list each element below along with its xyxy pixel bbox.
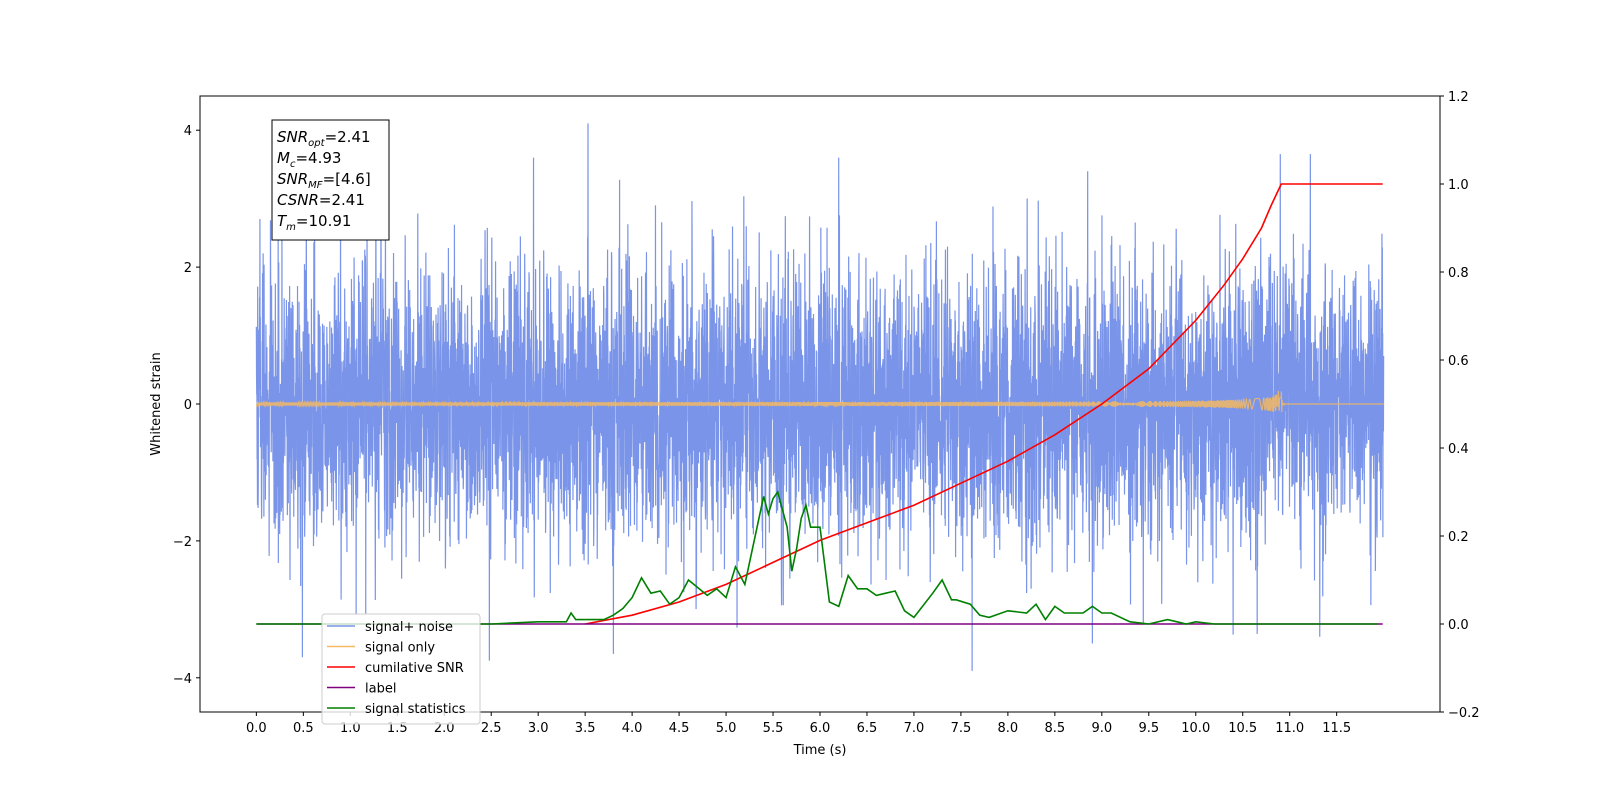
annotation-value: =4.93 (295, 149, 341, 167)
legend-label-label: label (365, 682, 396, 697)
y2-tick-label: 0.8 (1448, 266, 1469, 281)
x-tick-label: 7.0 (904, 721, 925, 736)
y-tick-label: −4 (173, 672, 192, 687)
annotation-subscript: opt (308, 138, 325, 149)
annotation-subscript: c (290, 159, 296, 170)
x-axis: 0.0 0.5 1.0 1.5 2.0 2.5 3.0 3.5 4.0 4.5 5.0 5.5 6.0 6… (246, 712, 1351, 736)
y-tick-label: 0 (184, 398, 192, 413)
series-signal-statistics-line (256, 490, 1378, 625)
annotation-value: =[4.6] (323, 170, 371, 188)
series-signal-only-line (255, 390, 1384, 413)
x-tick-label: 10.0 (1181, 721, 1210, 736)
x-tick-label: 6.5 (857, 721, 878, 736)
annotation-subscript: MF (308, 180, 323, 191)
annotation-line: CSNR=2.41 (277, 191, 365, 209)
x-tick-label: 3.5 (575, 721, 596, 736)
x-tick-label: 1.5 (387, 721, 408, 736)
annotation-value: =10.91 (296, 212, 352, 230)
y2-tick-label: 1.2 (1448, 90, 1469, 105)
annotation-symbol: SNR (277, 128, 308, 146)
annotation-subscript: m (286, 222, 296, 233)
y-tick-label: −2 (173, 535, 192, 550)
x-tick-label: 0.5 (293, 721, 314, 736)
annotation-value: =2.41 (325, 128, 371, 146)
x-tick-label: 8.0 (998, 721, 1019, 736)
y-axis: −4 −2 0 2 4 (173, 124, 200, 687)
x-tick-label: 10.5 (1228, 721, 1257, 736)
annotation-line: Mc=4.93 (277, 149, 341, 170)
y2-tick-label: −0.2 (1448, 706, 1480, 721)
x-tick-label: 4.0 (622, 721, 643, 736)
x-axis-label: Time (s) (793, 743, 847, 758)
x-tick-label: 5.5 (763, 721, 784, 736)
y2-tick-label: 0.6 (1448, 354, 1469, 369)
y2-axis: −0.2 0.0 0.2 0.4 0.6 0.8 1.0 1.2 (1440, 90, 1480, 721)
y2-tick-label: 1.0 (1448, 178, 1469, 193)
legend-label-cumilative-snr: cumilative SNR (365, 661, 464, 676)
series-cumilative-snr-line (585, 183, 1383, 625)
x-tick-label: 0.0 (246, 721, 267, 736)
x-tick-label: 7.5 (951, 721, 972, 736)
y2-tick-label: 0.4 (1448, 442, 1469, 457)
y2-tick-label: 0.0 (1448, 618, 1469, 633)
x-tick-label: 3.0 (528, 721, 549, 736)
annotation-value: =2.41 (319, 191, 365, 209)
x-tick-label: 9.5 (1138, 721, 1159, 736)
x-tick-label: 1.0 (340, 721, 361, 736)
x-tick-label: 9.0 (1091, 721, 1112, 736)
x-tick-label: 11.5 (1322, 721, 1351, 736)
x-tick-label: 8.5 (1045, 721, 1066, 736)
annotation-symbol: CSNR (277, 191, 319, 209)
annotation-line: Tm=10.91 (277, 212, 351, 233)
legend-label-signal-statistics: signal statistics (365, 702, 466, 717)
annotation-line: SNRopt=2.41 (277, 128, 371, 149)
x-tick-label: 2.5 (481, 721, 502, 736)
legend-label-signal-only: signal only (365, 641, 435, 656)
legend-label-signal-noise: signal+ noise (365, 620, 453, 635)
annotation-box: SNRopt=2.41Mc=4.93SNRMF=[4.6]CSNR=2.41Tm… (271, 119, 390, 241)
x-tick-label: 11.0 (1275, 721, 1304, 736)
y2-tick-label: 0.2 (1448, 530, 1469, 545)
annotation-line: SNRMF=[4.6] (277, 170, 371, 191)
annotation-symbol: M (277, 149, 290, 167)
x-tick-label: 2.0 (434, 721, 455, 736)
legend-frame (321, 613, 481, 725)
annotation-symbol: SNR (277, 170, 308, 188)
y-axis-label: Whitened strain (149, 352, 164, 455)
x-tick-label: 6.0 (810, 721, 831, 736)
y-tick-label: 2 (184, 261, 192, 276)
x-tick-label: 5.0 (716, 721, 737, 736)
series-signal-noise-line (255, 123, 1385, 671)
y-tick-label: 4 (184, 124, 192, 139)
annotation-frame (271, 119, 390, 241)
legend: signal+ noise signal only cumilative SNR la… (321, 613, 481, 725)
annotation-symbol: T (277, 212, 288, 230)
x-tick-label: 4.5 (669, 721, 690, 736)
